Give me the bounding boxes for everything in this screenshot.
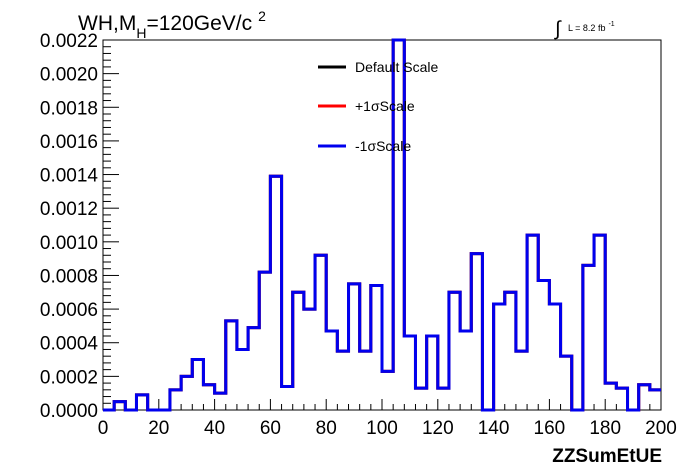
x-tick-label: 140 [478,418,510,439]
y-tick-label: 0.0010 [40,233,98,254]
y-axis: 0.0000 0.0002 0.0004 0.0006 0.0008 0.0010 0.00… [40,31,119,422]
title-subscript: H [136,25,146,41]
y-tick-label: 0.0022 [40,31,98,52]
x-axis: 0 20 40 60 80 100 120 140 160 180 200 [98,399,677,439]
title-main: WH,M [78,12,136,35]
legend-label-minus: -1σScale [355,138,411,154]
title-rest: =120GeV/c [146,12,252,35]
legend: Default Scale +1σScale -1σScale [318,59,438,154]
chart-title: WH,MH=120GeV/c 2 [78,8,266,41]
x-tick-label: 20 [148,418,169,439]
x-tick-label: 200 [645,418,677,439]
y-tick-label: 0.0000 [40,401,98,422]
x-tick-label: 80 [316,418,337,439]
luminosity-superscript: -1 [608,21,614,28]
x-axis-title: ZZSumEtUE [552,446,662,467]
x-tick-label: 120 [422,418,454,439]
x-tick-label: 0 [98,418,109,439]
y-tick-label: 0.0012 [40,199,98,220]
x-tick-label: 40 [204,418,225,439]
series-line-2 [103,38,661,412]
title-superscript: 2 [258,8,266,24]
luminosity-integral: ∫ [554,18,562,40]
y-tick-label: 0.0006 [40,300,98,321]
y-tick-label: 0.0016 [40,132,98,153]
y-tick-label: 0.0004 [40,334,99,355]
luminosity-text: L = 8.2 fb [568,23,605,33]
y-tick-label: 0.0020 [40,65,98,86]
y-tick-label: 0.0008 [40,266,98,287]
x-tick-label: 100 [366,418,398,439]
y-tick-label: 0.0018 [40,98,98,119]
y-tick-label: 0.0014 [40,166,99,187]
x-tick-label: 180 [589,418,621,439]
x-tick-label: 60 [260,418,281,439]
y-tick-label: 0.0002 [40,367,98,388]
luminosity-label: L = 8.2 fb -1 [568,21,615,33]
x-tick-label: 160 [534,418,566,439]
legend-label-plus: +1σScale [355,98,415,114]
series-layer [103,38,661,412]
legend-label-default: Default Scale [355,59,438,75]
